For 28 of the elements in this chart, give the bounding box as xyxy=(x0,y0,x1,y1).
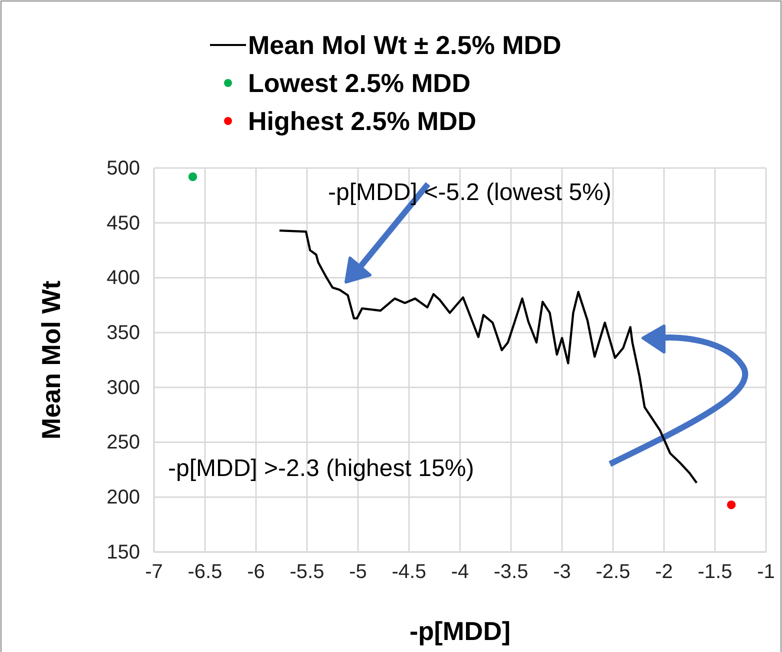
y-tick-label: 200 xyxy=(106,486,140,509)
y-tick-label: 400 xyxy=(106,267,140,290)
annotation: -p[MDD] >-2.3 (highest 15%) xyxy=(168,455,474,482)
x-tick-label: -5 xyxy=(349,561,367,584)
x-tick-label: -7 xyxy=(145,561,163,584)
y-tick-label: 150 xyxy=(106,541,140,564)
x-tick-label: -1 xyxy=(757,561,775,584)
x-tick-label: -3.5 xyxy=(494,561,528,584)
x-tick-label: -6 xyxy=(247,561,265,584)
y-axis-title: Mean Mol Wt xyxy=(36,280,66,440)
legend-label: Highest 2.5% MDD xyxy=(248,106,476,136)
y-tick-label: 250 xyxy=(106,432,140,454)
x-tick-label: -2 xyxy=(655,561,673,584)
x-tick-label: -4.5 xyxy=(392,561,426,584)
x-tick-label: -2.5 xyxy=(596,561,630,584)
legend-label: Lowest 2.5% MDD xyxy=(248,68,470,98)
legend-label: Mean Mol Wt ± 2.5% MDD xyxy=(248,30,562,60)
x-tick-label: -4 xyxy=(451,561,469,584)
x-axis-title: -p[MDD] xyxy=(409,616,511,646)
y-tick-label: 500 xyxy=(106,157,140,180)
y-tick-label: 350 xyxy=(106,322,140,344)
annotation: -p[MDD] <-5.2 (lowest 5%) xyxy=(328,179,612,206)
x-tick-label: -3 xyxy=(553,561,571,584)
x-tick-label: -6.5 xyxy=(188,561,222,584)
x-tick-label: -5.5 xyxy=(290,561,324,584)
x-tick-label: -1.5 xyxy=(698,561,732,584)
y-tick-label: 300 xyxy=(106,376,140,399)
y-tick-label: 450 xyxy=(106,212,140,234)
